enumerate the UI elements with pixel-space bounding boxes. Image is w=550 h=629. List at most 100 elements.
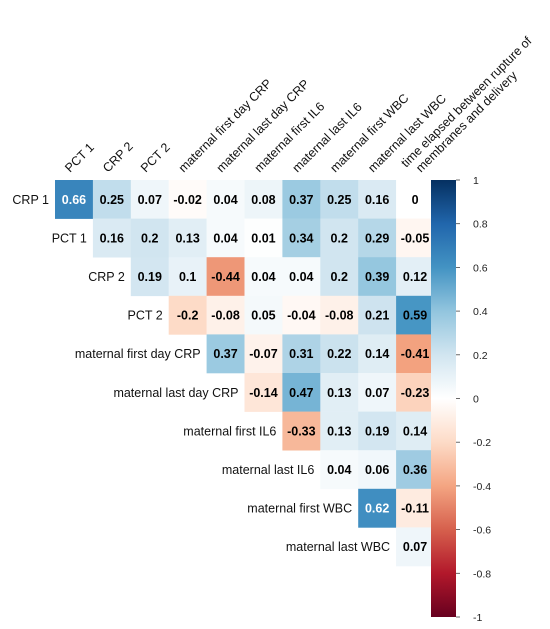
heatmap-cell xyxy=(396,411,435,451)
cell-value-label: 0.59 xyxy=(403,309,427,323)
heatmap-cell xyxy=(320,257,359,297)
cell-value-label: -0.2 xyxy=(177,309,199,323)
cell-value-label: 0.62 xyxy=(365,502,389,516)
heatmap-cell xyxy=(320,450,359,490)
cell-value-label: 0.13 xyxy=(327,424,351,438)
row-label-maternal-last-day-crp: maternal last day CRP xyxy=(113,386,238,400)
heatmap-cell xyxy=(168,257,207,297)
colorbar-tick-label: -0.4 xyxy=(473,481,491,493)
heatmap-cell xyxy=(168,295,207,335)
heatmap-cell xyxy=(396,488,435,528)
heatmap-cell xyxy=(396,373,435,412)
heatmap-cell xyxy=(92,180,132,219)
cell-value-label: 0.04 xyxy=(213,193,237,207)
cell-value-label: 0.2 xyxy=(331,270,348,284)
row-label-crp-2: CRP 2 xyxy=(88,270,125,284)
heatmap-cell xyxy=(282,373,321,412)
cell-value-label: 0.14 xyxy=(403,424,427,438)
heatmap-cell xyxy=(320,218,359,258)
colorbar-gradient xyxy=(431,180,456,617)
cell-value-label: 0.19 xyxy=(365,424,389,438)
row-label-maternal-last-il6: maternal last IL6 xyxy=(222,463,314,477)
colorbar-tick-label: -0.8 xyxy=(473,568,491,580)
heatmap-cell xyxy=(244,257,283,297)
cell-value-label: 0.05 xyxy=(251,309,275,323)
cell-value-label: 0.04 xyxy=(213,231,237,245)
heatmap-cell xyxy=(396,180,435,219)
cell-value-label: 0.47 xyxy=(289,386,313,400)
colorbar-tick-label: 1 xyxy=(473,175,479,187)
heatmap-cell xyxy=(168,180,207,219)
heatmap-cell xyxy=(358,411,397,451)
colorbar-tick-label: 0.6 xyxy=(473,262,488,274)
heatmap-cell xyxy=(282,180,321,219)
heatmap-cell xyxy=(396,218,435,258)
cell-value-label: 0.01 xyxy=(251,231,275,245)
cell-value-label: -0.14 xyxy=(249,386,278,400)
column-label-pct-2: PCT 2 xyxy=(138,140,173,175)
cell-value-label: 0.07 xyxy=(403,540,427,554)
cell-value-label: 0.04 xyxy=(327,463,351,477)
row-label-maternal-first-il6: maternal first IL6 xyxy=(183,424,276,438)
heatmap-cell xyxy=(396,334,435,374)
cell-value-label: 0.2 xyxy=(331,231,348,245)
heatmap-cell xyxy=(396,295,435,335)
cell-value-label: 0.08 xyxy=(251,193,275,207)
heatmap-cell xyxy=(282,295,321,335)
heatmap-cell xyxy=(282,218,321,258)
heatmap-cell xyxy=(282,334,321,374)
heatmap-cell xyxy=(396,527,435,567)
cell-value-label: -0.05 xyxy=(401,231,430,245)
heatmap-cell xyxy=(55,180,94,219)
heatmap-cell xyxy=(206,218,245,258)
cell-value-label: 0 xyxy=(412,193,419,207)
heatmap-cell xyxy=(282,257,321,297)
cell-value-label: 0.31 xyxy=(289,347,313,361)
heatmap-cell xyxy=(244,373,283,412)
heatmap-cell xyxy=(244,180,283,219)
cell-value-label: -0.02 xyxy=(173,193,202,207)
colorbar-tick-label: 0.8 xyxy=(473,219,488,231)
cell-value-label: 0.12 xyxy=(403,270,427,284)
cell-value-label: 0.2 xyxy=(141,231,158,245)
heatmap-cell xyxy=(130,257,169,297)
cell-value-label: -0.41 xyxy=(401,347,430,361)
cell-value-label: -0.08 xyxy=(325,309,354,323)
cell-value-label: 0.06 xyxy=(365,463,389,477)
heatmap-cell xyxy=(358,334,397,374)
heatmap-cell xyxy=(206,257,245,297)
heatmap-cell xyxy=(282,411,321,451)
cell-value-label: 0.14 xyxy=(365,347,389,361)
heatmap-cell xyxy=(130,180,169,219)
row-label-pct-2: PCT 2 xyxy=(127,309,162,323)
cell-value-label: 0.07 xyxy=(365,386,389,400)
cell-value-label: 0.13 xyxy=(175,231,199,245)
colorbar-tick-label: -0.6 xyxy=(473,525,491,537)
heatmap-cell xyxy=(320,180,359,219)
cell-value-label: -0.07 xyxy=(249,347,278,361)
heatmap-cell xyxy=(358,218,397,258)
heatmap-value-labels: 0.66 0.25 0.07 -0.02 0.04 0.08 0.37 0.25 0.16 0 0.… xyxy=(62,193,430,554)
colorbar-tick-label: -1 xyxy=(473,612,482,624)
heatmap-cell xyxy=(320,373,359,412)
cell-value-label: 0.36 xyxy=(403,463,427,477)
cell-value-label: -0.11 xyxy=(401,502,429,516)
cell-value-label: 0.19 xyxy=(138,270,162,284)
heatmap-cell xyxy=(358,488,397,528)
row-label-maternal-last-wbc: maternal last WBC xyxy=(286,540,390,554)
cell-value-label: 0.29 xyxy=(365,231,389,245)
column-labels: PCT 1 CRP 2 PCT 2 maternal first day CRPmat… xyxy=(62,34,535,175)
heatmap-cell xyxy=(206,334,245,374)
heatmap-cell xyxy=(92,218,132,258)
cell-value-label: -0.44 xyxy=(211,270,240,284)
heatmap-cell xyxy=(244,218,283,258)
heatmap-cell xyxy=(168,218,207,258)
heatmap-cell xyxy=(130,218,169,258)
heatmap-cell xyxy=(244,334,283,374)
heatmap-cell xyxy=(206,295,245,335)
cell-value-label: -0.04 xyxy=(287,309,316,323)
column-label-crp-2: CRP 2 xyxy=(100,139,136,175)
colorbar-tick-label: 0 xyxy=(473,394,479,406)
heatmap-cell xyxy=(320,411,359,451)
